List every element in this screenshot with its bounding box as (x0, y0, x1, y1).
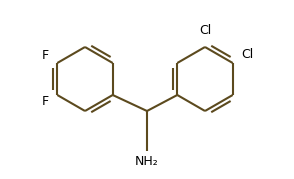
Text: F: F (41, 96, 49, 108)
Text: NH₂: NH₂ (135, 155, 159, 168)
Text: Cl: Cl (199, 23, 211, 37)
Text: F: F (41, 50, 49, 62)
Text: Cl: Cl (241, 48, 253, 61)
